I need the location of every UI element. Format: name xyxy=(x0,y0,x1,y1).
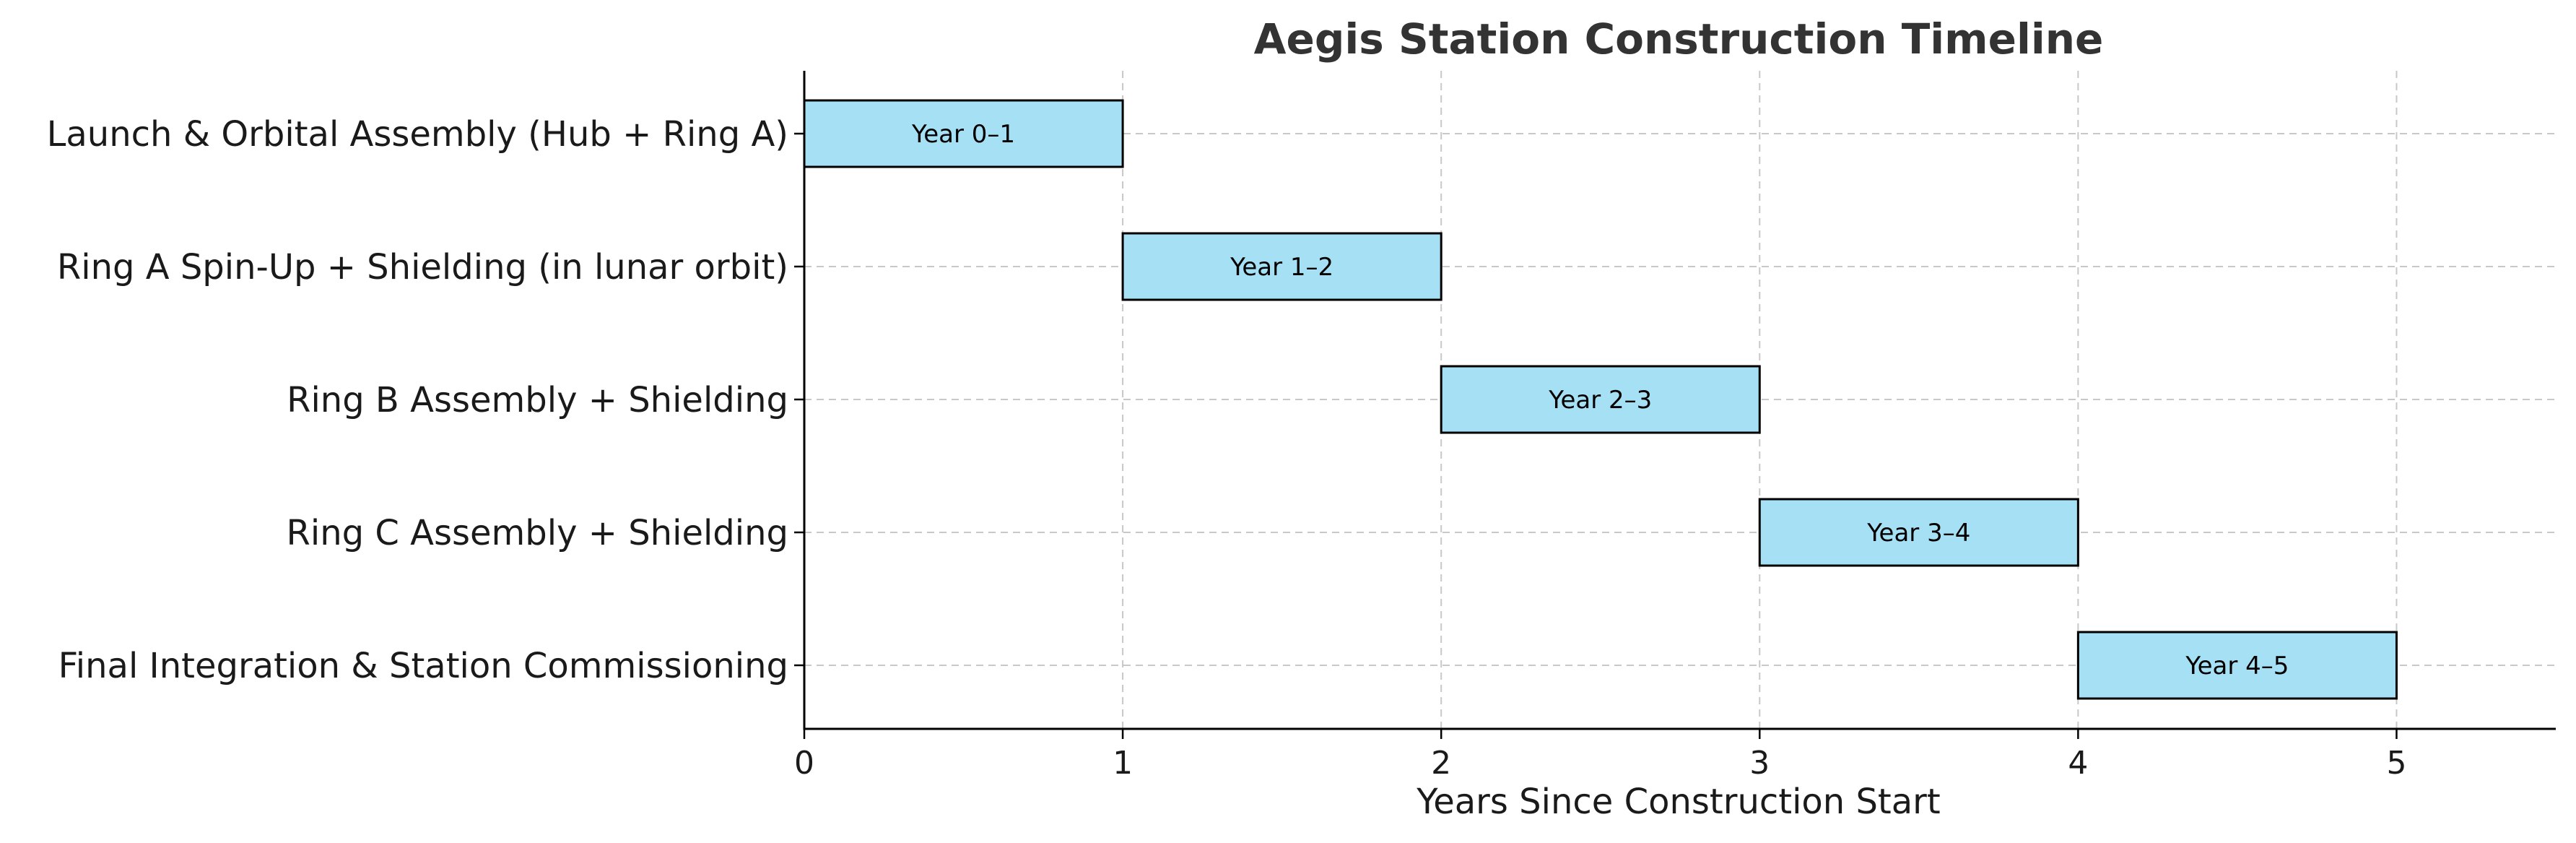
x-tick-label: 5 xyxy=(2386,745,2406,782)
x-tick-label: 4 xyxy=(2068,745,2088,782)
bar-label: Year 2–3 xyxy=(1548,386,1652,415)
gantt-bar xyxy=(803,99,1124,168)
gantt-bar xyxy=(1440,365,1761,434)
x-tick-label: 3 xyxy=(1749,745,1770,782)
x-tick-label: 0 xyxy=(794,745,814,782)
bar-label: Year 3–4 xyxy=(1866,519,1970,548)
bar-label: Year 1–2 xyxy=(1230,253,1333,282)
x-axis-title: Years Since Construction Start xyxy=(1416,782,1940,822)
bar-label: Year 0–1 xyxy=(911,120,1015,149)
category-label: Launch & Orbital Assembly (Hub + Ring A) xyxy=(47,114,788,155)
ticks: Launch & Orbital Assembly (Hub + Ring A)… xyxy=(47,114,2407,782)
category-label: Ring C Assembly + Shielding xyxy=(287,513,788,553)
gantt-bar xyxy=(1121,232,1443,301)
x-tick-label: 2 xyxy=(1431,745,1451,782)
category-label: Ring B Assembly + Shielding xyxy=(287,380,788,420)
bar-label: Year 4–5 xyxy=(2185,652,2289,680)
bars: Year 0–1 Year 1–2 Year 2–3 Year 3–4 Year 4–5 xyxy=(803,99,2398,700)
gantt-bar xyxy=(2076,631,2398,700)
x-tick-label: 1 xyxy=(1113,745,1133,782)
gantt-bar xyxy=(1758,498,2079,567)
category-label: Ring A Spin-Up + Shielding (in lunar orb… xyxy=(57,247,788,288)
chart-title: Aegis Station Construction Timeline xyxy=(1254,14,2104,64)
category-label: Final Integration & Station Commissionin… xyxy=(58,646,788,686)
